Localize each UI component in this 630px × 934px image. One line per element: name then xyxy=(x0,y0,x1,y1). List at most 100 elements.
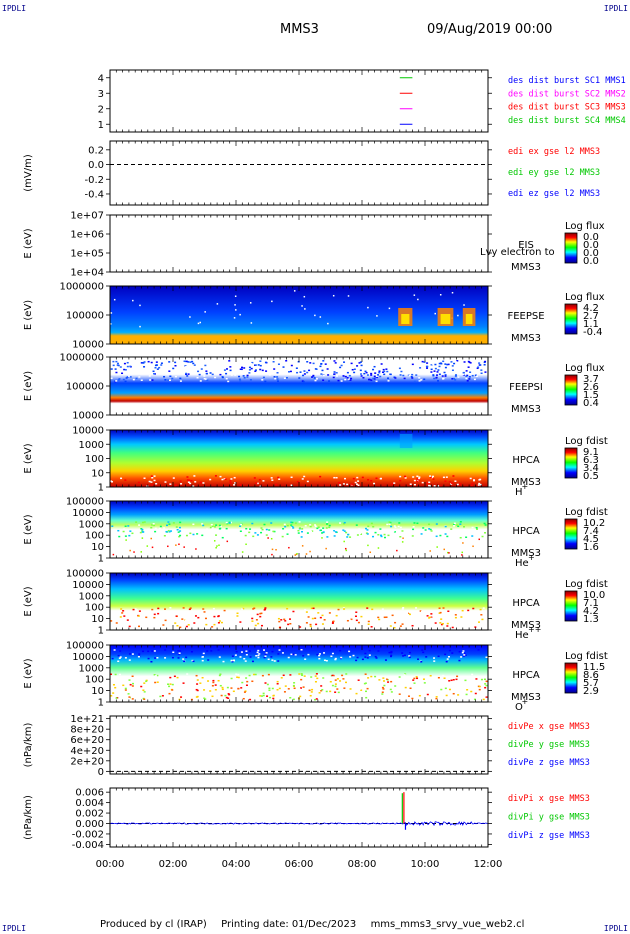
hpca-o-pixel xyxy=(370,675,373,678)
feepsi-pixel xyxy=(123,368,126,371)
hpca-o-pixel xyxy=(337,691,340,694)
hpca-o-pixel xyxy=(374,675,377,678)
feepsi-pixel xyxy=(276,376,279,378)
hpca-he-pixel xyxy=(177,531,180,533)
hpca-he-pixel xyxy=(399,536,402,538)
hpca-he-pixel xyxy=(225,521,228,524)
hpca-o-pixel xyxy=(404,673,407,675)
hpca_o-species: O xyxy=(515,702,523,713)
feepsi-pixel xyxy=(484,371,487,373)
hpca-o-pixel xyxy=(381,686,384,689)
hpca-he2-pixel xyxy=(254,624,257,627)
hpca-he-pixel xyxy=(195,548,197,550)
hpca-o-pixel xyxy=(266,678,269,681)
hpca-he2-pixel xyxy=(446,625,449,627)
hpca_he2-species-charge: ++ xyxy=(528,625,541,634)
hpca-o-pixel xyxy=(411,697,414,700)
hpca-o-pixel xyxy=(267,673,270,676)
feepsi-ytick-label: 1000000 xyxy=(59,353,104,364)
hpca-o-pixel xyxy=(361,658,364,661)
hpca-he-pixel xyxy=(380,535,383,538)
hpca_o-instrument: HPCA xyxy=(512,670,540,681)
feepsi-pixel xyxy=(415,374,418,376)
hpca_h-instrument: HPCA xyxy=(512,455,540,466)
feepse-pixel xyxy=(197,322,200,325)
feepsi-pixel xyxy=(276,378,279,380)
hpca-o-pixel xyxy=(459,680,462,682)
feepsi-pixel xyxy=(480,369,483,371)
hpca-he-pixel xyxy=(298,521,301,523)
hpca-he-pixel xyxy=(328,524,331,527)
hpca-o-pixel xyxy=(314,681,317,683)
feepsi-pixel xyxy=(290,364,293,367)
hpca-o-pixel xyxy=(382,680,385,682)
hpca-he2-pixel xyxy=(194,615,197,617)
hpca-he-pixel xyxy=(178,526,181,529)
hpca-o-pixel xyxy=(403,674,406,676)
feepsi-pixel xyxy=(430,368,433,371)
hpca-o-pixel xyxy=(329,690,332,693)
hpca-he-pixel xyxy=(124,535,127,537)
hpca-o-pixel xyxy=(137,655,140,658)
hpca-he2-pixel xyxy=(288,618,291,620)
hpca-o-pixel xyxy=(171,683,174,686)
feepsi-pixel xyxy=(199,380,202,382)
hpca-he-pixel xyxy=(390,525,393,528)
feepsi-pixel xyxy=(454,379,457,381)
hpca-o-pixel xyxy=(219,684,222,687)
hpca-he-pixel xyxy=(444,542,446,544)
feepsi-pixel xyxy=(126,376,129,378)
hpca-o-pixel xyxy=(143,698,146,701)
hpca-o-pixel xyxy=(341,674,344,677)
hpca-he-pixel xyxy=(326,536,329,538)
hpca-he2-pixel xyxy=(421,610,424,613)
hpca-he-pixel xyxy=(172,522,175,524)
feepsi-pixel xyxy=(351,374,354,376)
feepsi-pixel xyxy=(322,374,325,377)
divpe-ytick-label: 2e+20 xyxy=(70,756,104,767)
hpca-o-pixel xyxy=(145,680,148,683)
hpca_he2-instrument: HPCA xyxy=(512,598,540,609)
hpca-he-pixel xyxy=(178,543,180,546)
hpca-h-pixel xyxy=(432,475,435,478)
feepse-colorbar-label: 1.1 xyxy=(583,319,599,330)
hpca-he-pixel xyxy=(215,534,218,536)
hpca-o-pixel xyxy=(330,655,333,658)
hpca-he-pixel xyxy=(304,525,307,527)
feepsi-pixel xyxy=(141,362,144,364)
hpca-o-pixel xyxy=(326,679,329,681)
hpca-he-pixel xyxy=(163,534,166,537)
hpca-o-pixel xyxy=(145,679,148,682)
hpca-o-pixel xyxy=(447,679,450,681)
hpca-o-pixel xyxy=(224,694,227,697)
hpca-he-pixel xyxy=(331,531,334,533)
feepsi-ytick-label: 10000 xyxy=(72,411,104,422)
hpca-o-pixel xyxy=(331,652,334,655)
hpca-o-pixel xyxy=(426,693,429,696)
hpca-he-pixel xyxy=(152,523,155,525)
hpca-o-pixel xyxy=(131,682,134,685)
hpca-he2-pixel xyxy=(408,612,411,614)
hpca-he2-pixel xyxy=(305,622,308,624)
hpca-o-pixel xyxy=(422,678,425,680)
hpca-o-pixel xyxy=(460,656,463,658)
divpe-ytick-label: 0 xyxy=(98,767,104,778)
hpca-he-pixel xyxy=(471,526,474,529)
hpca-he-pixel xyxy=(215,546,217,549)
hpca-o-pixel xyxy=(386,677,389,679)
feepse-pixel xyxy=(434,312,436,315)
hpca-o-pixel xyxy=(444,653,447,656)
hpca-he2-pixel xyxy=(299,626,302,628)
hpca-o-pixel xyxy=(251,660,254,663)
hpca-he-pixel xyxy=(472,545,474,548)
feepsi-pixel xyxy=(189,361,192,363)
hpca-he2-pixel xyxy=(197,616,200,619)
hpca-o-pixel xyxy=(202,652,205,655)
feepsi-pixel xyxy=(340,364,343,367)
panel-eis: Lvy electron to1e+071e+061e+051e+04EISMM… xyxy=(23,211,605,279)
feepsi-pixel xyxy=(442,360,445,363)
hpca-he-pixel xyxy=(429,550,431,552)
hpca-he2-pixel xyxy=(460,616,463,618)
hpca-he-pixel xyxy=(147,528,150,531)
